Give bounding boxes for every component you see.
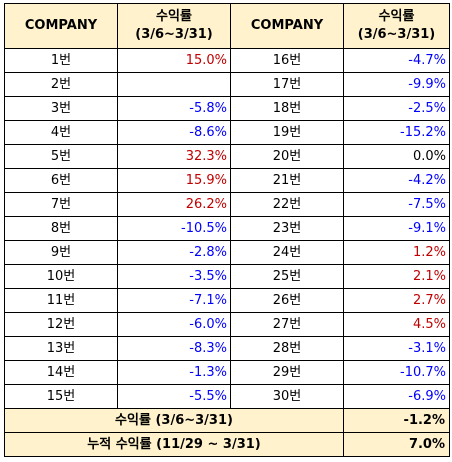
return-value-right: 0.0%: [343, 144, 450, 169]
company-name-left: 9번: [4, 240, 118, 265]
return-value-left: [117, 72, 231, 97]
company-name-left: 4번: [4, 120, 118, 145]
company-name-right: 21번: [230, 168, 344, 193]
company-name-left: 13번: [4, 336, 118, 361]
return-value-right: -6.9%: [343, 384, 450, 409]
return-value-right: 2.1%: [343, 264, 450, 289]
cumulative-return-value: 7.0%: [343, 432, 450, 457]
return-value-left: -6.0%: [117, 312, 231, 337]
table-row: 3번 -5.8% 18번 -2.5%: [4, 96, 450, 121]
company-name-left: 1번: [4, 48, 118, 73]
return-value-left: 15.0%: [117, 48, 231, 73]
company-name-right: 28번: [230, 336, 344, 361]
return-value-left: 32.3%: [117, 144, 231, 169]
company-name-left: 2번: [4, 72, 118, 97]
return-value-left: -10.5%: [117, 216, 231, 241]
company-name-right: 26번: [230, 288, 344, 313]
company-name-right: 29번: [230, 360, 344, 385]
return-value-right: 4.5%: [343, 312, 450, 337]
return-value-right: -9.9%: [343, 72, 450, 97]
return-header-right: 수익률 (3/6~3/31): [343, 3, 450, 49]
return-value-left: -2.8%: [117, 240, 231, 265]
table-row: 1번 15.0% 16번 -4.7%: [4, 48, 450, 73]
company-name-right: 22번: [230, 192, 344, 217]
company-name-left: 5번: [4, 144, 118, 169]
period-return-label: 수익률 (3/6~3/31): [4, 408, 344, 433]
table-row: 15번 -5.5% 30번 -6.9%: [4, 384, 450, 409]
company-header-left: COMPANY: [4, 3, 118, 49]
cumulative-return-label: 누적 수익률 (11/29 ~ 3/31): [4, 432, 344, 457]
company-name-left: 14번: [4, 360, 118, 385]
return-header-right-line2: (3/6~3/31): [357, 27, 436, 42]
company-name-right: 27번: [230, 312, 344, 337]
return-value-right: -3.1%: [343, 336, 450, 361]
return-value-right: -15.2%: [343, 120, 450, 145]
return-value-right: -4.2%: [343, 168, 450, 193]
return-value-right: -9.1%: [343, 216, 450, 241]
company-name-left: 7번: [4, 192, 118, 217]
company-name-left: 6번: [4, 168, 118, 193]
return-value-left: -5.8%: [117, 96, 231, 121]
return-value-left: -1.3%: [117, 360, 231, 385]
company-name-right: 30번: [230, 384, 344, 409]
return-header-left-line1: 수익률: [156, 9, 192, 24]
return-value-right: -10.7%: [343, 360, 450, 385]
header-row: COMPANY 수익률 (3/6~3/31) COMPANY 수익률 (3/6~…: [4, 3, 450, 49]
return-header-left: 수익률 (3/6~3/31): [117, 3, 231, 49]
company-name-right: 24번: [230, 240, 344, 265]
return-value-right: 2.7%: [343, 288, 450, 313]
company-name-left: 11번: [4, 288, 118, 313]
table-row: 6번 15.9% 21번 -4.2%: [4, 168, 450, 193]
return-value-right: 1.2%: [343, 240, 450, 265]
period-return-row: 수익률 (3/6~3/31) -1.2%: [4, 408, 450, 433]
company-name-right: 23번: [230, 216, 344, 241]
cumulative-return-row: 누적 수익률 (11/29 ~ 3/31) 7.0%: [4, 432, 450, 457]
table-row: 5번 32.3% 20번 0.0%: [4, 144, 450, 169]
table-row: 14번 -1.3% 29번 -10.7%: [4, 360, 450, 385]
table-row: 12번 -6.0% 27번 4.5%: [4, 312, 450, 337]
return-value-right: -7.5%: [343, 192, 450, 217]
company-name-right: 19번: [230, 120, 344, 145]
table-row: 2번 17번 -9.9%: [4, 72, 450, 97]
table-row: 10번 -3.5% 25번 2.1%: [4, 264, 450, 289]
return-value-left: -5.5%: [117, 384, 231, 409]
period-return-value: -1.2%: [343, 408, 450, 433]
company-header-right: COMPANY: [230, 3, 344, 49]
return-value-left: -8.3%: [117, 336, 231, 361]
return-value-left: -7.1%: [117, 288, 231, 313]
company-name-left: 12번: [4, 312, 118, 337]
company-name-left: 3번: [4, 96, 118, 121]
return-value-left: 26.2%: [117, 192, 231, 217]
table-row: 11번 -7.1% 26번 2.7%: [4, 288, 450, 313]
company-name-right: 18번: [230, 96, 344, 121]
return-value-right: -2.5%: [343, 96, 450, 121]
table-row: 13번 -8.3% 28번 -3.1%: [4, 336, 450, 361]
company-name-left: 10번: [4, 264, 118, 289]
company-name-right: 20번: [230, 144, 344, 169]
return-value-left: -3.5%: [117, 264, 231, 289]
table-row: 4번 -8.6% 19번 -15.2%: [4, 120, 450, 145]
company-name-right: 17번: [230, 72, 344, 97]
company-name-right: 16번: [230, 48, 344, 73]
company-name-left: 15번: [4, 384, 118, 409]
return-value-right: -4.7%: [343, 48, 450, 73]
return-header-left-line2: (3/6~3/31): [135, 27, 213, 42]
company-name-right: 25번: [230, 264, 344, 289]
table-row: 8번 -10.5% 23번 -9.1%: [4, 216, 450, 241]
return-value-left: 15.9%: [117, 168, 231, 193]
table-row: 9번 -2.8% 24번 1.2%: [4, 240, 450, 265]
company-name-left: 8번: [4, 216, 118, 241]
returns-table: COMPANY 수익률 (3/6~3/31) COMPANY 수익률 (3/6~…: [4, 3, 450, 457]
table-row: 7번 26.2% 22번 -7.5%: [4, 192, 450, 217]
return-value-left: -8.6%: [117, 120, 231, 145]
return-header-right-line1: 수익률: [378, 9, 415, 24]
